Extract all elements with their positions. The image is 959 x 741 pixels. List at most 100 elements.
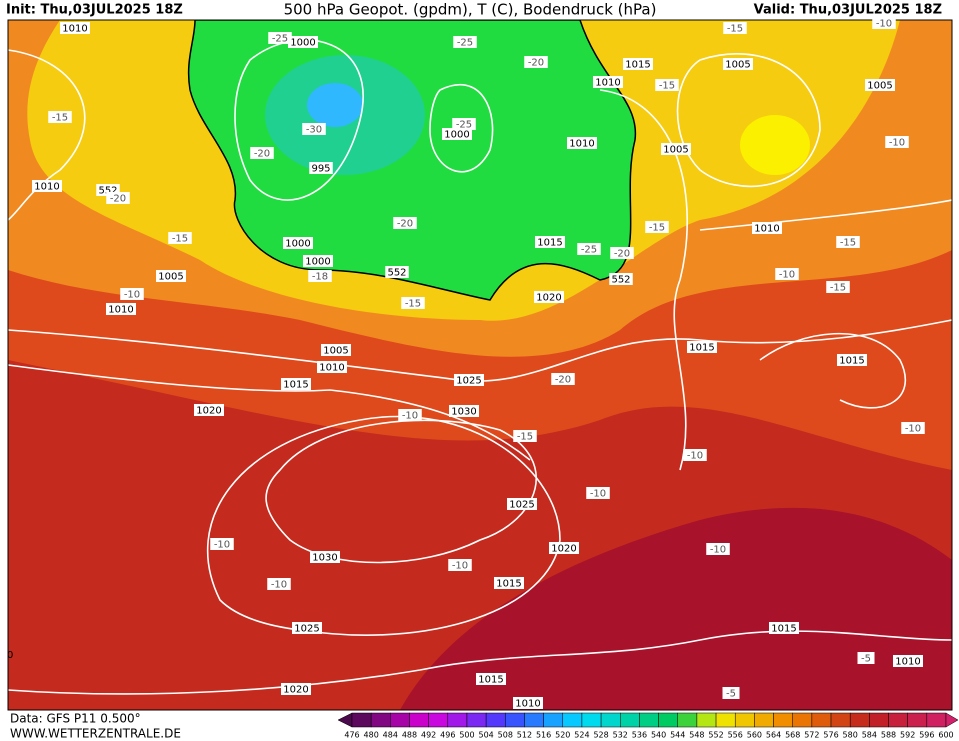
isobar-label: 1020 — [196, 406, 221, 417]
isobars — [8, 39, 952, 695]
isobar-label-box — [513, 697, 543, 709]
temperature-label: -25 — [457, 38, 473, 49]
isobar — [759, 332, 907, 409]
temperature-label-box — [524, 56, 548, 68]
colorbar-cell — [658, 712, 678, 728]
temperature-label-box — [106, 192, 130, 204]
temperature-label: -15 — [52, 113, 68, 124]
isobar-label: 1010 — [595, 78, 620, 89]
colorbar-cell — [620, 712, 640, 728]
isobar — [8, 49, 86, 221]
isobar — [429, 83, 494, 173]
temperature-label: -10 — [876, 19, 892, 30]
isobar-label: 1005 — [725, 60, 750, 71]
colorbar-cell — [543, 712, 564, 728]
contour-labels: 1010 1000 1015 1005 1010 1005 1000 1010 1005 995 1… — [32, 17, 925, 710]
colorbar-label: 572 — [804, 731, 819, 740]
colorbar-label: 512 — [517, 731, 532, 740]
isobar-label-box — [288, 36, 318, 48]
isobar-label-box — [156, 270, 186, 282]
temperature-label-box — [168, 232, 192, 244]
isobar-label: 1015 — [689, 343, 714, 354]
colorbar-cell — [696, 712, 717, 728]
isobar-label: 1000 — [444, 130, 469, 141]
temperature-label: -15 — [830, 283, 846, 294]
cold-core — [307, 83, 363, 127]
isobar-label-box — [865, 79, 895, 91]
temperature-label-box — [268, 32, 292, 44]
isobar-label-box — [535, 236, 565, 248]
temperature-label-box — [775, 268, 799, 280]
colorbar-label: 496 — [440, 731, 455, 740]
temperature-label: -20 — [555, 375, 571, 386]
temperature-label: -10 — [452, 561, 468, 572]
edge-label: 0 — [7, 650, 13, 661]
colorbar-label: 516 — [536, 731, 551, 740]
isobar-label-box — [106, 303, 136, 315]
isobar-label: 552 — [387, 268, 406, 279]
isobar-label-box — [442, 128, 472, 140]
colorbar-label: 532 — [613, 731, 628, 740]
temperature-label: -15 — [727, 24, 743, 35]
temperature-label-box — [586, 487, 610, 499]
colorbar-cell — [447, 712, 468, 728]
colorbar-cell — [600, 712, 621, 728]
colorbar-label: 556 — [728, 731, 743, 740]
isobar-label-box — [385, 266, 409, 278]
init-time: Init: Thu,03JUL2025 18Z — [6, 3, 183, 18]
isobar-label: 1010 — [515, 699, 540, 710]
colorbar-label: 548 — [689, 731, 704, 740]
colorbar-cell — [715, 712, 736, 728]
temperature-label-box — [267, 578, 291, 590]
isobar-label-box — [449, 405, 479, 417]
temperature-label: -5 — [726, 689, 736, 700]
temperature-label-box — [250, 147, 274, 159]
colorbar-cell — [830, 712, 851, 728]
temperature-label: -15 — [172, 234, 188, 245]
isobar-label-box — [687, 341, 717, 353]
temperature-label: -10 — [710, 545, 726, 556]
temperature-label-box — [551, 373, 575, 385]
colorbar-label: 520 — [555, 731, 570, 740]
map-area — [8, 20, 952, 710]
colorbar-label: 480 — [364, 731, 379, 740]
colorbar-label: 500 — [459, 731, 474, 740]
colorbar-cell — [505, 712, 525, 728]
colorbar-label: 568 — [785, 731, 800, 740]
colorbar-cell — [888, 712, 908, 728]
isobar-label-box — [534, 291, 564, 303]
colorbar-cell — [773, 712, 793, 728]
isobar-label-box — [549, 542, 579, 554]
temperature-label-box — [210, 538, 234, 550]
isobar-label-box — [661, 143, 691, 155]
temperature-label: -10 — [590, 489, 606, 500]
isobar-label: 1010 — [569, 139, 594, 150]
isobar-label: 1025 — [294, 624, 319, 635]
temperature-label-box — [401, 297, 425, 309]
colorbar-end — [945, 712, 959, 728]
temperature-label: -10 — [271, 580, 287, 591]
colorbar-label: 524 — [574, 731, 589, 740]
temperature-label: -15 — [649, 223, 665, 234]
website: WWW.WETTERZENTRALE.DE — [10, 727, 181, 741]
colorbar-label: 592 — [900, 731, 915, 740]
isobar-label-box — [454, 374, 484, 386]
isobar-label-box — [292, 622, 322, 634]
temperature-label-box — [857, 652, 875, 664]
colorbar-cell — [524, 712, 544, 728]
isobar-label-box — [494, 577, 524, 589]
isobar-label: 1000 — [290, 38, 315, 49]
isobar — [8, 630, 952, 695]
temperature-label: -15 — [659, 81, 675, 92]
colorbar-label: 544 — [670, 731, 685, 740]
isobar-label: 1020 — [536, 293, 561, 304]
temperature-label-box — [513, 430, 537, 442]
isobar-label: 1025 — [456, 376, 481, 387]
isobar-label-box — [281, 378, 311, 390]
colorbar-cell — [849, 712, 870, 728]
colorbar-label: 552 — [708, 731, 723, 740]
temperature-label-box — [722, 687, 740, 699]
isobar-label: 1005 — [663, 145, 688, 156]
temperature-label: -25 — [581, 245, 597, 256]
temperature-label-box — [453, 36, 477, 48]
